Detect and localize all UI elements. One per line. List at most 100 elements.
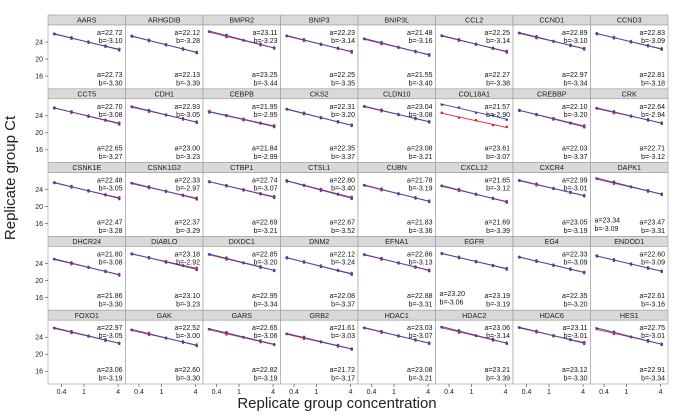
data-point [259, 264, 262, 268]
data-point [414, 116, 417, 120]
data-point [660, 193, 664, 197]
fit-annotation-b-bottom: b=-3.39 [486, 228, 510, 235]
data-point [336, 119, 340, 123]
data-point [505, 201, 509, 204]
fit-annotation-b-top: b=-3.20 [564, 112, 588, 119]
data-point [535, 329, 538, 333]
fit-annotation-b-top: b=-3.19 [409, 186, 433, 193]
fit-line-replicate-2 [285, 256, 353, 275]
data-point [660, 343, 664, 347]
data-point [505, 268, 509, 271]
panel-frame [280, 319, 359, 385]
fit-annotation-b-top: b=-3.06 [254, 333, 278, 340]
data-point [491, 196, 495, 200]
panel-frame [357, 319, 436, 385]
fit-annotation-a-top: a=22.31 [330, 104, 356, 111]
data-point [272, 196, 276, 200]
x-tick-label: 1 [82, 389, 86, 396]
data-point [147, 108, 151, 112]
data-point [70, 261, 73, 264]
data-point [285, 332, 289, 336]
fit-annotation-a-bottom: a=22.81 [640, 72, 666, 79]
fit-line-replicate-2 [517, 109, 586, 128]
panel-hdac6: HDAC6 a=23.11b=-3.01 a=23.12 b=-3.30 0.4 1 4 [512, 309, 591, 396]
panel-title: GAK [157, 311, 172, 320]
panels-layer: AARSa=22.72b=-3.10a=22.73b=-3.30162024AR… [35, 14, 669, 396]
fit-line-replicate-2 [595, 32, 663, 50]
data-point [104, 338, 107, 341]
data-point [147, 38, 151, 42]
fit-annotation-a-top: a=21.65 [485, 178, 511, 185]
data-point [147, 331, 151, 335]
y-axis-label: Replicate group Ct [2, 115, 19, 240]
fit-annotation-b-bottom: b=-3.07 [486, 154, 510, 161]
fit-annotation-a-bottom: a=22.37 [175, 219, 201, 226]
data-point [427, 269, 431, 273]
panel-title: CTBP1 [230, 163, 253, 172]
fit-annotation-a-top: a=22.80 [330, 178, 356, 185]
panel-frame [512, 24, 591, 90]
fit-annotation-a-bottom: a=21.69 [485, 219, 511, 226]
fit-line-replicate-2 [52, 32, 121, 51]
data-point [595, 255, 599, 258]
panel-frame [202, 246, 281, 311]
data-point [53, 258, 56, 261]
x-tick-label: 4 [426, 389, 430, 396]
fit-annotation-a-bottom: a=23.25 [252, 72, 278, 79]
data-point [225, 333, 228, 336]
panel-title: HDAC6 [540, 311, 564, 320]
panel-frame [280, 98, 359, 163]
data-point [474, 118, 478, 122]
data-point [164, 113, 168, 117]
fit-annotation-a-bottom: a=23.08 [407, 146, 433, 153]
data-point [552, 334, 555, 338]
fit-line-replicate-2 [362, 253, 431, 272]
data-point [427, 342, 431, 346]
fit-annotation-b-top: b=-3.05 [99, 186, 123, 193]
fit-annotation-a-top: a=22.65 [252, 325, 278, 332]
fit-annotation-a-top: a=21.61 [330, 325, 356, 332]
fit-annotation-b-bottom: b=-3.19 [254, 376, 278, 383]
data-point [302, 260, 306, 263]
data-point [582, 125, 586, 129]
data-point [397, 192, 400, 196]
data-point [629, 335, 633, 339]
data-point [380, 329, 383, 333]
fit-annotation-a-bottom: a=22.47 [97, 219, 123, 226]
panel-title: DHCR24 [72, 237, 101, 246]
panel-title: DIABLO [151, 237, 178, 246]
fit-line-replicate-2 [285, 332, 353, 350]
data-point [302, 111, 306, 114]
data-point [319, 43, 323, 47]
fit-annotation-a-bottom: a=22.82 [252, 367, 278, 374]
data-point [491, 46, 495, 50]
data-point [350, 124, 354, 128]
panel-frame [357, 246, 436, 311]
data-point [582, 48, 586, 51]
fit-annotation-b-bottom: b=-3.34 [564, 80, 588, 87]
fit-annotation-b-bottom: b=-3.30 [99, 302, 123, 309]
y-tick-label: 16 [35, 295, 43, 302]
y-tick-label: 20 [35, 56, 43, 63]
data-point [259, 339, 262, 342]
fit-annotation-b-bottom: b=-3.19 [99, 376, 123, 383]
data-point [104, 44, 107, 48]
fit-annotation-b-bottom: b=-3.40 [409, 80, 433, 87]
y-tick-label: 16 [35, 369, 43, 376]
data-point [242, 261, 245, 265]
data-point [612, 182, 616, 186]
data-point [208, 327, 211, 331]
panel-title: CCT5 [77, 89, 96, 98]
fit-annotation-b-top: b=-2.92 [176, 259, 200, 266]
data-point [195, 344, 199, 348]
data-point [612, 332, 616, 336]
data-point [474, 43, 478, 46]
fit-annotation-a-bottom: a=21.84 [252, 146, 278, 153]
panel-frame [202, 24, 281, 90]
fit-annotation-a-bottom: a=22.08 [330, 293, 356, 300]
data-point [646, 188, 650, 192]
